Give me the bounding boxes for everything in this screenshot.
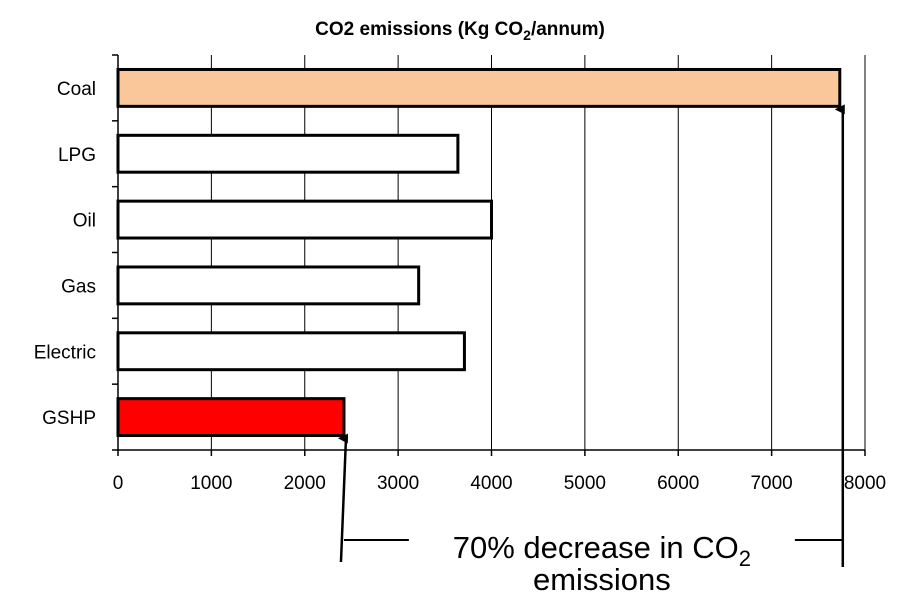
chart-title: CO2 emissions (Kg CO2/annum) [315, 19, 605, 43]
category-label: Electric [34, 342, 96, 363]
gridlines [210, 55, 866, 450]
annotation-text-line2: emissions [533, 562, 671, 595]
bar-oil [116, 199, 493, 240]
axes [112, 54, 866, 456]
bar-coal [116, 67, 842, 108]
category-label: Coal [57, 79, 96, 100]
x-tick-label: 0 [113, 473, 124, 494]
x-tick-label: 8000 [844, 473, 886, 494]
bar-electric [116, 331, 466, 372]
x-tick-labels: 0 1000 2000 3000 4000 5000 6000 7000 8000 [113, 473, 886, 494]
x-tick-label: 4000 [470, 473, 512, 494]
bar-gas [116, 265, 421, 306]
annotation-text-line1: 70% decrease in CO2 [453, 530, 751, 571]
category-labels: Coal LPG Oil Gas Electric GSHP [34, 79, 96, 429]
x-tick-label: 1000 [190, 473, 232, 494]
bar-lpg [116, 133, 460, 174]
category-label: LPG [58, 145, 96, 166]
bars [116, 67, 842, 438]
x-tick-label: 6000 [657, 473, 699, 494]
bar-gshp [116, 397, 346, 438]
annotation-arrow-left [337, 433, 349, 563]
x-tick-label: 5000 [564, 473, 606, 494]
annotation: 70% decrease in CO2 emissions [337, 104, 845, 595]
x-tick-label: 3000 [377, 473, 419, 494]
x-tick-label: 2000 [284, 473, 326, 494]
category-label: Oil [73, 211, 96, 232]
x-tick-label: 7000 [750, 473, 792, 494]
category-label: Gas [61, 276, 96, 297]
category-label: GSHP [42, 408, 96, 429]
